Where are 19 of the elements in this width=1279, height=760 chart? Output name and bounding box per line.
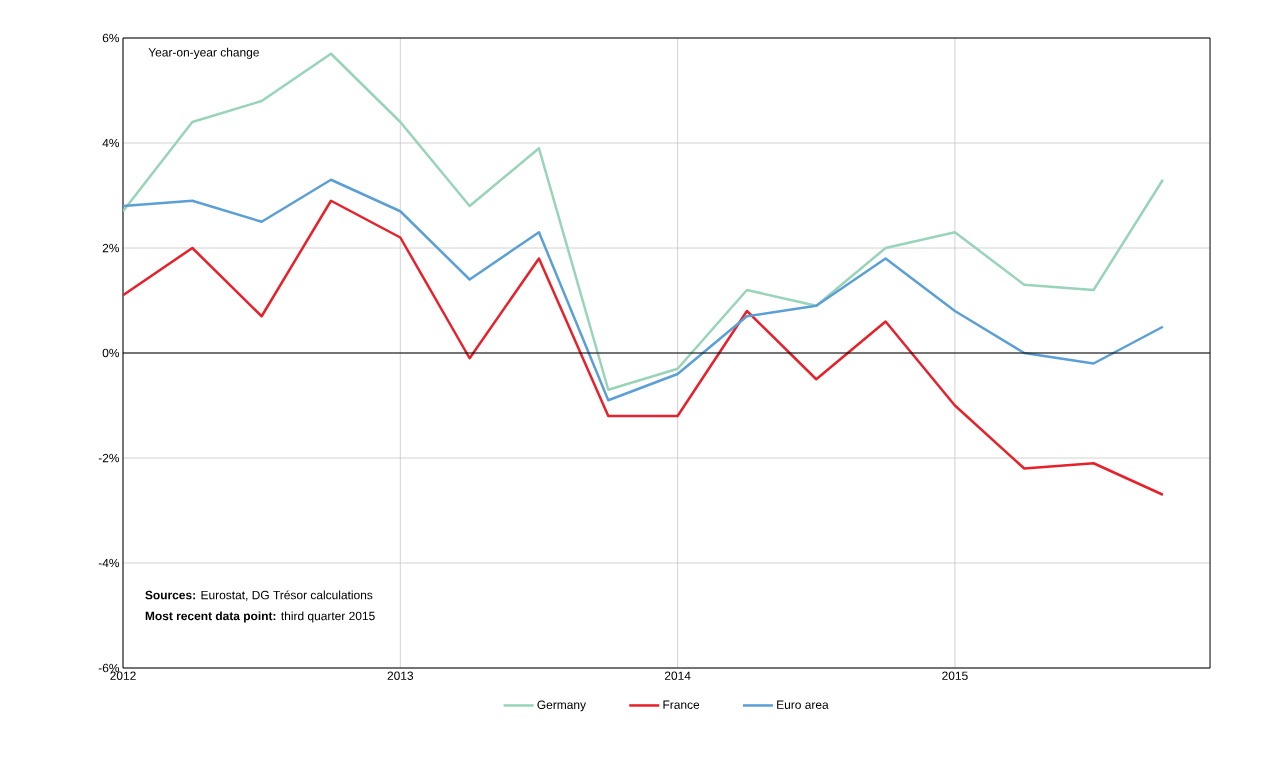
legend-label: Euro area xyxy=(777,700,829,709)
y-tick-label: 0% xyxy=(102,348,120,358)
x-tick-label: 2014 xyxy=(664,671,691,680)
y-tick-label: -6% xyxy=(98,663,120,673)
y-tick-label: 4% xyxy=(102,138,120,148)
x-tick-label: 2013 xyxy=(387,671,414,680)
x-tick-label: 2012 xyxy=(110,671,136,680)
line-series xyxy=(123,178,1165,402)
annotation: Sources: Eurostat, DG Trésor calculations xyxy=(145,590,373,601)
x-tick-label: 2015 xyxy=(942,671,968,680)
y-tick-label: 2% xyxy=(102,243,120,253)
legend-label: France xyxy=(663,700,700,709)
y-tick-label: -2% xyxy=(98,453,120,463)
y-tick-label: 6% xyxy=(102,33,120,43)
annotation: Most recent data point: third quarter 2015 xyxy=(145,611,375,623)
y-tick-label: -4% xyxy=(98,558,120,568)
legend-label: Germany xyxy=(537,700,586,712)
line-series xyxy=(123,199,1165,496)
annotation: Year-on-year change xyxy=(148,47,259,59)
